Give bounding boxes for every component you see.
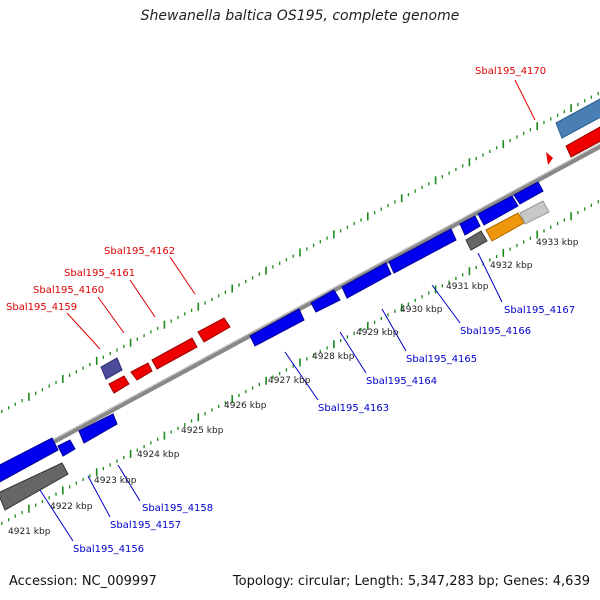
gene-label[interactable]: Sbal195_4162	[104, 246, 175, 257]
scale-label: 4933 kbp	[536, 238, 579, 248]
gene-label[interactable]: Sbal195_4159	[6, 302, 77, 313]
gene-sbal195-4162b[interactable]	[197, 317, 231, 343]
scale-label: 4924 kbp	[137, 450, 180, 460]
gene-sbal195-4165[interactable]	[341, 262, 392, 299]
gene-sbal195-4158[interactable]	[57, 439, 76, 457]
scale-label: 4925 kbp	[181, 426, 224, 436]
scale-labels: 4921 kbp 4922 kbp 4923 kbp 4924 kbp 4925…	[8, 238, 579, 537]
gene-sbal195-4159[interactable]	[100, 357, 123, 380]
scale-label: 4921 kbp	[8, 527, 51, 537]
scale-label: 4922 kbp	[50, 502, 93, 512]
gene-blue-left[interactable]	[0, 437, 59, 484]
gene-label[interactable]: Sbal195_4161	[64, 268, 135, 279]
gene-label[interactable]: Sbal195_4157	[110, 520, 181, 531]
gene-sbal195-4162a[interactable]	[151, 337, 198, 370]
gene-sbal195-4161[interactable]	[130, 362, 153, 381]
scale-label: 4923 kbp	[94, 476, 137, 486]
gene-label[interactable]: Sbal195_4158	[142, 503, 213, 514]
gene-sbal195-4160[interactable]	[108, 375, 130, 394]
genome-backbone	[0, 143, 600, 474]
gene-sbal195-4164[interactable]	[310, 289, 341, 313]
reverse-genes	[0, 181, 550, 511]
scale-label: 4927 kbp	[268, 376, 311, 386]
map-title: Shewanella baltica OS195, complete genom…	[140, 8, 460, 24]
gene-sbal195-4158b[interactable]	[78, 413, 118, 444]
gene-steel-large[interactable]	[555, 98, 600, 139]
gene-blue-pair-a[interactable]	[477, 195, 519, 226]
scale-label: 4930 kbp	[400, 305, 443, 315]
gene-label[interactable]: Sbal195_4163	[318, 403, 389, 414]
gene-sbal195-4156[interactable]	[0, 462, 69, 511]
scale-label: 4932 kbp	[490, 261, 533, 271]
gene-label[interactable]: Sbal195_4160	[33, 285, 104, 296]
label-connectors	[39, 79, 536, 542]
forward-genes	[100, 98, 600, 394]
gene-sbal195-4167[interactable]	[465, 230, 488, 251]
scale-label: 4928 kbp	[312, 352, 355, 362]
accession-text: Accession: NC_009997	[9, 574, 157, 589]
gene-blue-pair-b[interactable]	[513, 181, 544, 205]
gene-small-blue[interactable]	[459, 215, 481, 236]
gene-sbal195-4170-arrow[interactable]	[546, 152, 553, 165]
scale-label: 4926 kbp	[224, 401, 267, 411]
tick-row-bottom	[1, 200, 599, 525]
gene-label[interactable]: Sbal195_4166	[460, 326, 531, 337]
scale-label: 4929 kbp	[356, 328, 399, 338]
gene-label[interactable]: Sbal195_4167	[504, 305, 575, 316]
gene-label[interactable]: Sbal195_4156	[73, 544, 144, 555]
scale-label: 4931 kbp	[446, 282, 489, 292]
gene-sbal195-4163[interactable]	[249, 308, 305, 347]
tick-row-top	[1, 92, 599, 413]
gene-label[interactable]: Sbal195_4165	[406, 354, 477, 365]
genome-summary-text: Topology: circular; Length: 5,347,283 bp…	[232, 574, 590, 589]
gene-sbal195-4166[interactable]	[388, 228, 457, 274]
gene-label[interactable]: Sbal195_4164	[366, 376, 437, 387]
gene-light-gray[interactable]	[519, 200, 550, 225]
gene-label[interactable]: Sbal195_4170	[475, 66, 546, 77]
gene-labels: Sbal195_4159 Sbal195_4160 Sbal195_4161 S…	[6, 66, 575, 555]
gene-sbal195-4170[interactable]	[565, 126, 600, 158]
